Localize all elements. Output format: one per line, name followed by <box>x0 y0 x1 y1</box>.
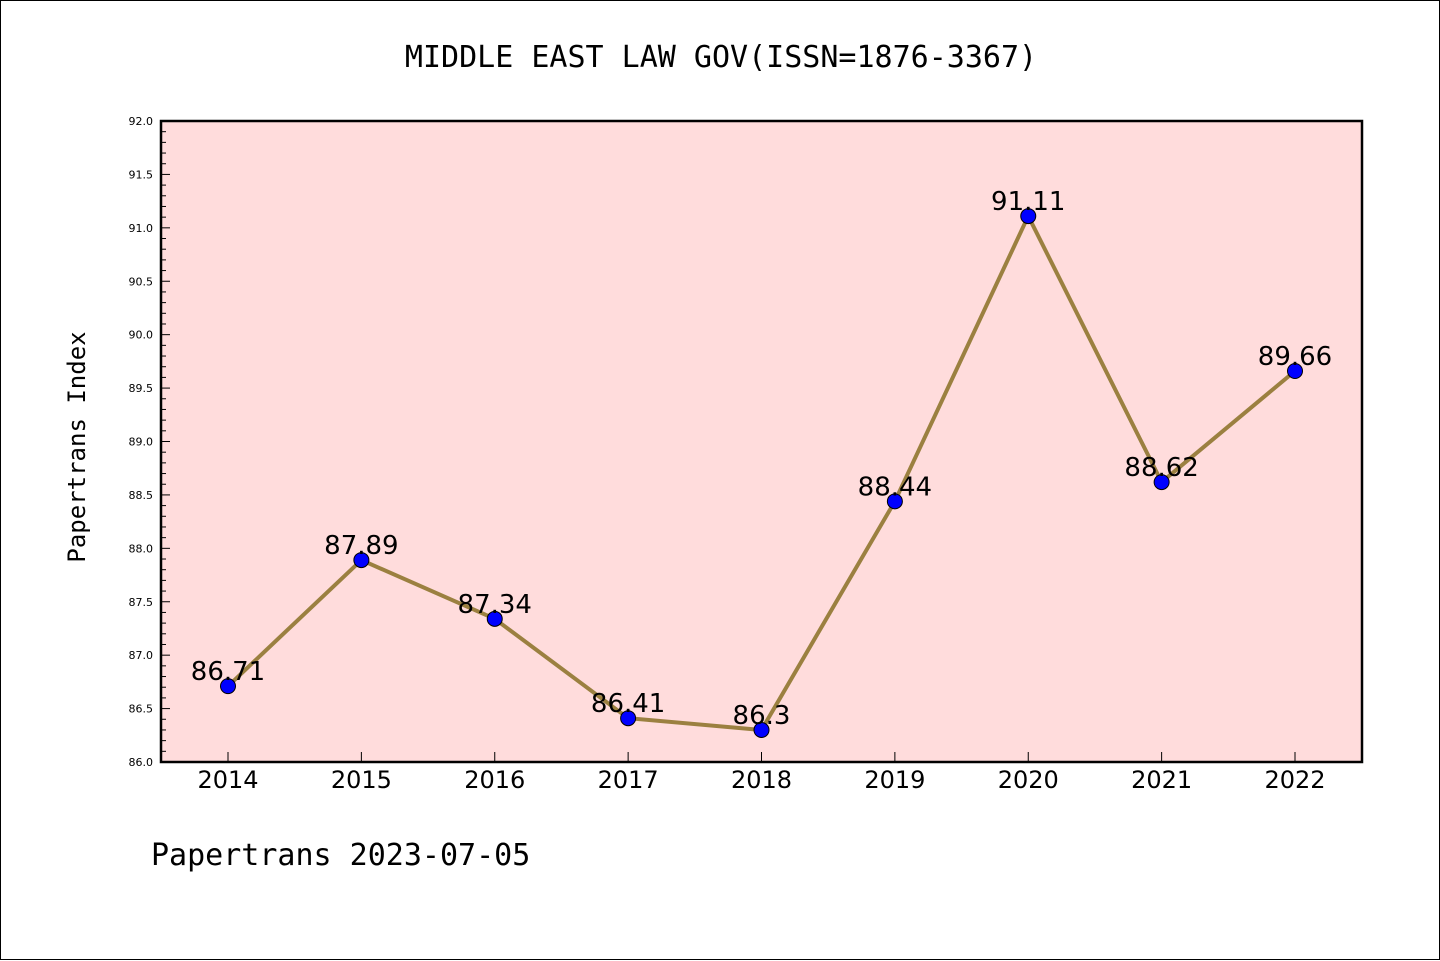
data-point-2017 <box>620 710 637 727</box>
y-tick-label: 89.5 <box>129 382 154 395</box>
x-tick-label: 2017 <box>598 766 659 794</box>
x-tick-label: 2016 <box>464 766 525 794</box>
data-point-2022 <box>1287 362 1303 379</box>
data-point-2020 <box>1020 208 1037 225</box>
data-label-2017: 86.41 <box>591 689 665 719</box>
data-point-2016 <box>486 610 503 627</box>
data-label-2021: 88.62 <box>1124 453 1198 483</box>
y-tick-label: 88.5 <box>129 489 154 502</box>
x-axis: 2014 2015 2016 2017 2018 2019 2020 2021 2022 <box>197 752 1326 794</box>
data-point-2021 <box>1153 474 1170 491</box>
data-label-2015: 87.89 <box>324 531 398 561</box>
x-tick-label: 2021 <box>1131 766 1192 794</box>
data-point-2018 <box>753 721 770 738</box>
data-label-2022: 89.66 <box>1258 342 1332 372</box>
y-tick-label: 87.5 <box>129 596 154 609</box>
y-tick-label: 90.5 <box>129 275 154 288</box>
y-tick-label: 86.0 <box>129 756 154 769</box>
x-tick-label: 2018 <box>731 766 792 794</box>
data-label-2016: 87.34 <box>458 590 532 620</box>
y-tick-label: 86.5 <box>129 703 154 716</box>
plot-area <box>161 121 1362 762</box>
x-tick-label: 2014 <box>197 766 258 794</box>
data-label-2018: 86.3 <box>733 701 791 731</box>
y-axis-label: Papertrans Index <box>63 331 91 562</box>
data-point-2019 <box>886 493 903 510</box>
data-point-2015 <box>353 552 370 569</box>
x-tick-label: 2022 <box>1264 766 1325 794</box>
data-label-2020: 91.11 <box>991 187 1065 217</box>
plot-border <box>159 119 1364 764</box>
x-tick-label: 2020 <box>998 766 1059 794</box>
y-tick-label: 87.0 <box>129 649 154 662</box>
y-tick-label: 90.0 <box>129 329 154 342</box>
y-tick-label: 88.0 <box>129 542 154 555</box>
y-tick-label: 92.0 <box>129 115 154 128</box>
data-label-2014: 86.71 <box>191 657 265 687</box>
x-tick-label: 2019 <box>864 766 925 794</box>
data-label-2019: 88.44 <box>858 472 932 502</box>
y-tick-label: 91.0 <box>129 222 154 235</box>
series-markers <box>220 208 1303 738</box>
data-labels: 86.71 87.89 87.34 86.41 86.3 88.44 91.11 88.62 8… <box>191 187 1332 731</box>
data-point-2014 <box>220 678 236 695</box>
y-tick-label: 91.5 <box>129 168 154 181</box>
y-tick-label: 89.0 <box>129 436 154 449</box>
chart-title: MIDDLE EAST LAW GOV(ISSN=1876-3367) <box>405 40 1037 75</box>
x-tick-label: 2015 <box>331 766 392 794</box>
footer-date: Papertrans 2023-07-05 <box>151 838 530 873</box>
